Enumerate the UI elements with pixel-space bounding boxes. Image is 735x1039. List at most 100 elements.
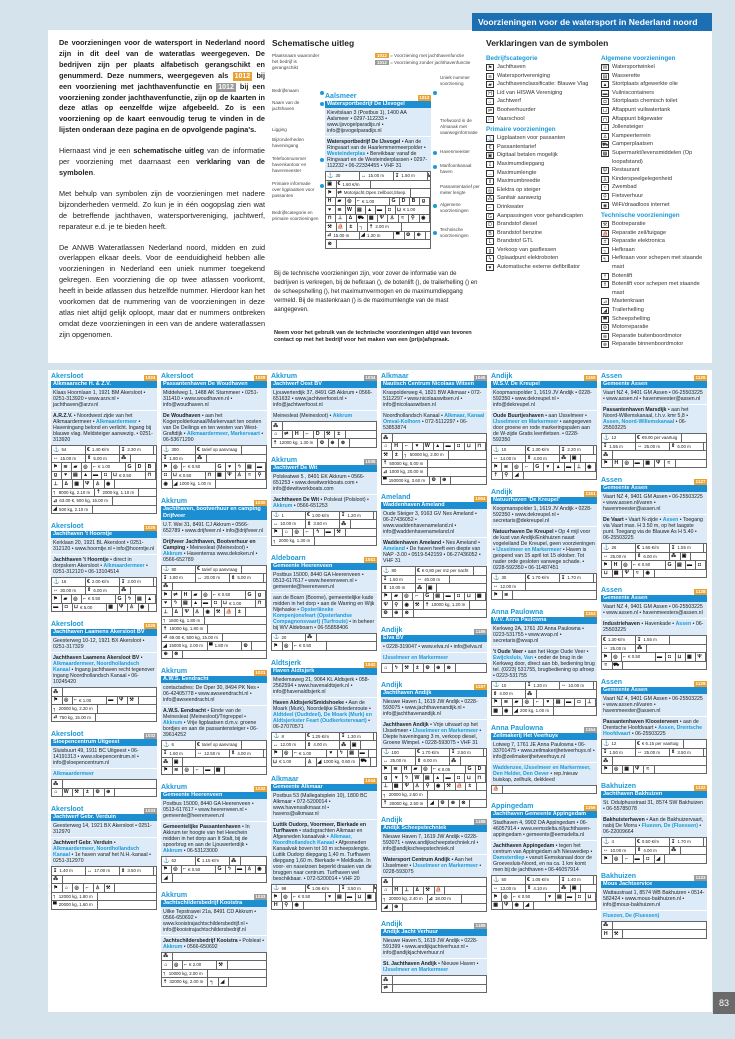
tank-icon: ⊔ xyxy=(466,774,471,781)
waterway-link[interactable]: Ameland xyxy=(383,546,405,552)
symbol-item: ⚓ Ligplaatsen voor passanten xyxy=(486,134,595,143)
waterway-link[interactable]: Akkrum xyxy=(163,720,183,726)
waterway-link[interactable]: Akkrum xyxy=(332,413,353,419)
company-name[interactable]: Jachtwerf De Wit xyxy=(271,464,377,472)
company-name[interactable]: Passantenhaven De Woudhaven xyxy=(161,381,267,388)
waterway-link[interactable]: Alkmaardermeer, Markervaart xyxy=(187,431,260,437)
company-name[interactable]: Zeilmakerij Het Veerhuys xyxy=(491,732,597,740)
hiswa-icon: H xyxy=(327,198,332,205)
waterway-link[interactable]: Akkrum xyxy=(163,943,183,950)
waterway-link[interactable]: Aldtdeel (Oudtdeel), De Moark (Murk) en … xyxy=(273,711,372,724)
waterway-link[interactable]: Assen xyxy=(662,517,679,523)
waterway-link[interactable]: Westeinderplas xyxy=(327,151,366,157)
waterway-link[interactable]: Fluezen, De (Fluessen) xyxy=(641,823,698,829)
details-text: • aangegeven door groene en rode markeri… xyxy=(493,419,592,443)
company-name[interactable]: Alkmaarsche H. & Z.V. xyxy=(51,381,157,388)
company-name[interactable]: Natuurhaven 'De Kreupel' xyxy=(491,497,597,504)
facility-cell: ⊔ € 1.00 xyxy=(272,758,306,766)
waterway-link[interactable]: Fluezen, De (Fluessen) xyxy=(603,912,660,919)
company-name[interactable]: Watersportbedrijf De IJsvogel xyxy=(325,101,431,108)
facility-cell: ⌐ xyxy=(304,430,314,438)
facility-cell: ♥ xyxy=(226,463,236,471)
company-name[interactable]: Jachtschildersbedrijf Kooistra xyxy=(161,899,267,907)
facility-cell: ⛵ xyxy=(492,785,503,793)
waterway-link[interactable]: Alkmaardermeer, Noordhollandsch Kanaal xyxy=(53,846,140,858)
facility-cell: ♥ xyxy=(544,463,555,471)
waterway-link[interactable]: Alkmaardermeer, Noordhollandsch Kanaal xyxy=(53,661,140,673)
place-name: Assen xyxy=(601,373,623,380)
waterway-link[interactable]: Akkrum xyxy=(163,550,183,557)
waterway-link[interactable]: Opsterlânske Kompenjonsfeart (Opsterland… xyxy=(273,606,352,625)
company-name[interactable]: Nautisch Centrum Nicolaas Witsen xyxy=(381,381,487,388)
company-name[interactable]: Waddenhaven Ameland xyxy=(381,502,487,509)
tap-icon: ⌐ xyxy=(525,463,529,470)
waterway-link[interactable]: Assen, Drentsche Hoofdvaart xyxy=(603,725,702,737)
facility-cell: ⚓ 80 xyxy=(162,565,196,573)
facility-cell: ⇕ 4.10 m xyxy=(526,884,560,892)
waterway-link[interactable]: IJsselmeer en Markermeer xyxy=(496,547,562,553)
waterway-link[interactable]: Akkrum xyxy=(273,502,293,509)
length-icon: ↔ xyxy=(53,587,59,594)
company-name[interactable]: Jachtwerf Oost BV xyxy=(271,381,377,388)
company-name[interactable]: Jachthaven Bakhuizen xyxy=(601,791,707,798)
waterway-link[interactable]: Damsterdiep xyxy=(493,855,525,861)
company-name[interactable]: Haven Aldtsjerk xyxy=(271,667,377,675)
waterway-link[interactable]: IJsselmeer en Markermeer xyxy=(383,655,449,661)
company-name[interactable]: Sloepencentrum Uitgeest xyxy=(51,739,157,746)
handicap-icon: G xyxy=(117,595,122,602)
company-name[interactable]: Andijk Scheepstechniek xyxy=(381,825,487,832)
company-name[interactable]: Jachtwerf Gebr. Verduin xyxy=(51,814,157,821)
facility-value: 4.00 m xyxy=(533,455,547,461)
waterway-link[interactable]: IJsselmeer en Markermeer xyxy=(383,967,449,973)
inboard-icon: ⊗ xyxy=(327,240,332,247)
waterway-link[interactable]: Akkrum xyxy=(163,848,183,854)
company-name[interactable]: Elva BV xyxy=(381,635,487,642)
symbol-item: ⌂ Jachtwerf xyxy=(486,97,595,106)
waterway-link[interactable]: Alkmaardermeer xyxy=(103,563,145,569)
waste-icon: ▬ xyxy=(236,866,243,873)
wsv-icon: ≋ xyxy=(393,766,398,773)
facility-cell: ◎ xyxy=(403,592,414,600)
company-name[interactable]: Gemeente Heerenveen xyxy=(271,562,377,570)
width-icon: ⇕ xyxy=(486,178,494,186)
facility-value: 20000 kg, 2.50 m xyxy=(388,792,423,798)
facility-cell: ◎ xyxy=(523,698,534,706)
company-name[interactable]: Jachthaven Laamens Akersloot BV xyxy=(51,629,157,636)
company-name[interactable]: Jachthaven, bootverhuur en camping Drijf… xyxy=(161,505,267,520)
location-text: aan de Boarn (Boorne), gemeentelijke kad… xyxy=(273,594,375,613)
waterway-link[interactable]: IJsselmeer en Markermeer xyxy=(412,727,478,734)
company-name[interactable]: A.W.S. Eendracht xyxy=(161,676,267,683)
company-name[interactable]: Gemeente Assen xyxy=(601,381,707,388)
waterway-link[interactable]: Assen xyxy=(675,621,692,627)
company-name[interactable]: Andijk Jacht Verhuur xyxy=(381,929,487,936)
harbour-name: A.W.S. Eendracht xyxy=(163,708,206,714)
company-name[interactable]: Mous Jachtservice xyxy=(601,880,707,888)
company-name[interactable]: Gemeente Assen xyxy=(601,687,707,694)
facility-cell: ♥ xyxy=(546,893,556,901)
waterway-link[interactable]: IJsselmeer en Markermeer xyxy=(493,419,559,425)
facility-cell: ⚑ xyxy=(52,696,63,704)
waterway-link[interactable]: Alkmaar, Kanaal Omval-Kolhorn xyxy=(383,413,485,425)
waterway-link[interactable]: Alkmaardermeer xyxy=(96,419,137,425)
company-name[interactable]: Jachthaven Gemeente Appingedam xyxy=(491,811,597,818)
facility-row: ↔ 12.00 m xyxy=(492,581,596,590)
company-name[interactable]: Gemeente Assen xyxy=(601,485,707,492)
facility-cell: ⚓ 30 xyxy=(492,574,526,582)
waterway-link[interactable]: Ewijcksluis, Van xyxy=(493,654,534,661)
company-name[interactable]: Gemeente Heerenveen xyxy=(161,792,267,799)
waterway-link[interactable]: Assen, Noord-Willemskanaal xyxy=(603,419,675,425)
contact-address: Kerkweg 2A, 1761 JD Anna Paulowna • 0223… xyxy=(491,623,597,647)
place-header: Andijk 1189 xyxy=(381,921,487,929)
company-name[interactable]: Jachthaven 't Hoorntje xyxy=(51,531,157,538)
company-name[interactable]: Gemeente Alkmaar xyxy=(271,783,377,791)
company-name[interactable]: W.V. Anna Paulowna xyxy=(491,616,597,624)
waterway-link[interactable]: Alkmaar, Noordhollandsch Kanaal xyxy=(273,833,352,846)
waterway-link[interactable]: IJsselmeer en Markermeer xyxy=(412,863,478,869)
waterway-link[interactable]: Alkmaardermeer xyxy=(53,771,94,777)
company-name[interactable]: Jachthaven Andijk xyxy=(381,689,487,697)
facility-grid: ⚓ 1 €1.00 €/m ↧ 1.20 m ↔ 10.00 m ⇕ 3.60 m ⁂ ⚑ ⌂ ◎ ⌐ ϟ ▬… xyxy=(271,510,377,546)
waterway-link[interactable]: Waddenzee, IJsselmeer en Markermeer, Den… xyxy=(493,764,591,777)
company-name[interactable]: Gemeente Assen xyxy=(601,595,707,602)
company-name[interactable]: W.S.V. De Kreupel xyxy=(491,381,597,388)
facility-cell: ⊓ xyxy=(256,599,266,607)
